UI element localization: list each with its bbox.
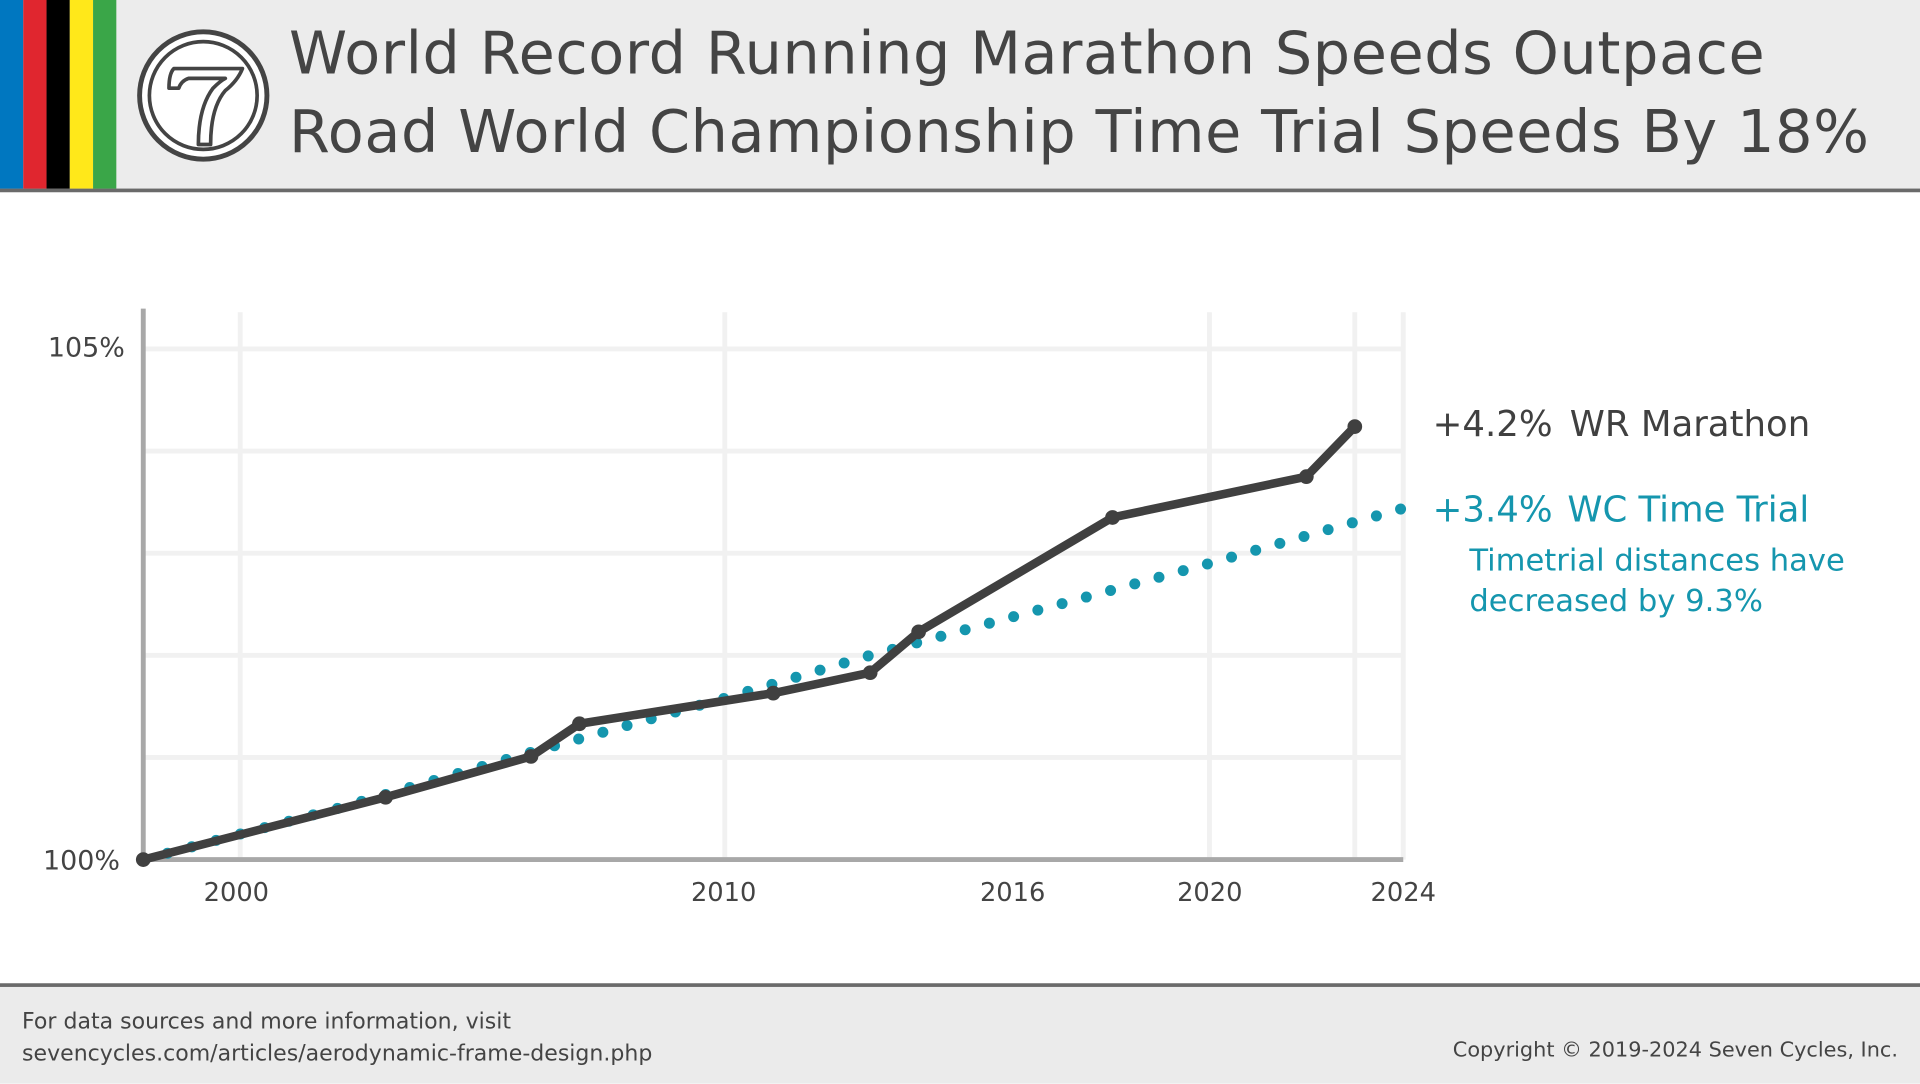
timetrial-value-label: +3.4% xyxy=(1433,490,1553,531)
source-url: sevencycles.com/articles/aerodynamic-fra… xyxy=(22,1040,653,1067)
marathon-data-point xyxy=(572,716,587,732)
title-line-2: Road World Championship Time Trial Speed… xyxy=(288,97,1870,167)
source-note: For data sources and more information, v… xyxy=(22,1007,652,1071)
marathon-value-label: +4.2% xyxy=(1433,404,1553,445)
stripe-green xyxy=(93,0,117,189)
series-group xyxy=(135,419,1409,867)
marathon-data-point xyxy=(1347,419,1363,434)
footer: For data sources and more information, v… xyxy=(0,983,1920,1084)
marathon-data-point xyxy=(135,852,151,867)
marathon-data-point xyxy=(862,665,878,681)
annotation-line-2: decreased by 9.3% xyxy=(1469,584,1763,619)
marathon-data-point xyxy=(1298,469,1314,484)
x-tick-label-2020: 2020 xyxy=(1177,878,1242,908)
y-tick-label-100: 100% xyxy=(43,845,120,876)
marathon-data-point xyxy=(523,749,539,764)
labels: 105% 100% 2000 2010 2016 2020 2024 +4.2%… xyxy=(43,332,1845,908)
marathon-line xyxy=(142,423,1358,864)
y-tick-label-105: 105% xyxy=(48,332,125,363)
x-tick-label-2000: 2000 xyxy=(204,878,269,908)
stripe-yellow xyxy=(69,0,94,189)
marathon-data-point xyxy=(1105,510,1120,525)
marathon-series-label: WR Marathon xyxy=(1570,404,1810,445)
page-title: World Record Running Marathon Speeds Out… xyxy=(289,15,1870,172)
marathon-data-point xyxy=(911,624,926,640)
stripe-black xyxy=(46,0,70,189)
stripe-red xyxy=(23,0,47,189)
seven-logo-icon xyxy=(137,29,270,162)
source-note-line: For data sources and more information, v… xyxy=(22,1008,512,1035)
title-line-1: World Record Running Marathon Speeds Out… xyxy=(288,19,1766,89)
grid xyxy=(143,312,1406,860)
marathon-data-point xyxy=(765,685,781,701)
stripe-blue xyxy=(0,0,24,189)
annotation-line-1: Timetrial distances have xyxy=(1468,544,1844,579)
x-tick-label-2024: 2024 xyxy=(1371,878,1436,908)
timetrial-series-label: WC Time Trial xyxy=(1567,490,1809,531)
timetrial-dotted-line xyxy=(137,502,1409,866)
x-tick-label-2010: 2010 xyxy=(691,878,756,908)
axes xyxy=(140,308,1404,863)
x-tick-label-2016: 2016 xyxy=(980,878,1045,908)
marathon-data-point xyxy=(378,789,393,805)
header: World Record Running Marathon Speeds Out… xyxy=(0,0,1920,193)
copyright: Copyright © 2019-2024 Seven Cycles, Inc. xyxy=(1452,1038,1898,1063)
